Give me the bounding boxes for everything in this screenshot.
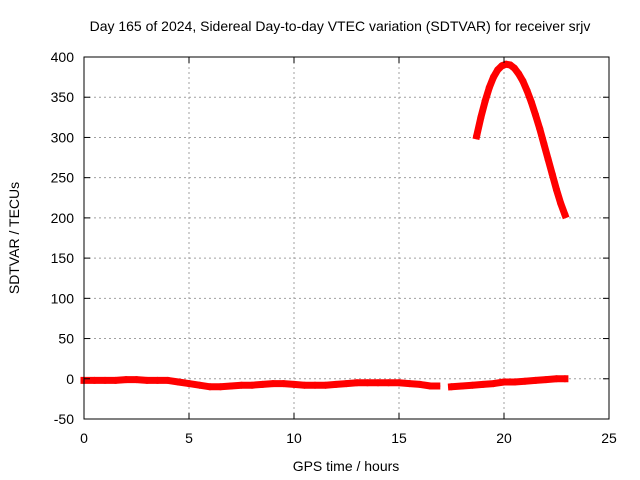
data-point [196, 381, 203, 389]
data-point [532, 376, 539, 384]
plot-frame [83, 56, 610, 420]
data-point [561, 375, 569, 383]
y-tick-label: 150 [51, 250, 75, 266]
data-point [490, 380, 497, 388]
data-point [322, 381, 329, 389]
data-point [485, 84, 493, 92]
data-point [374, 379, 382, 387]
x-axis-label: GPS time / hours [293, 458, 400, 474]
data-point [164, 376, 172, 384]
data-point [490, 73, 497, 81]
grid [84, 57, 609, 419]
series-line-3 [472, 60, 570, 220]
data-point [112, 376, 119, 384]
data-point [175, 378, 182, 386]
data-point [561, 211, 569, 219]
data-point [206, 383, 214, 391]
data-point [427, 382, 434, 390]
data-point [227, 382, 235, 390]
data-point [553, 375, 560, 383]
y-tick-label: 100 [51, 290, 75, 306]
y-tick-label: 350 [51, 89, 75, 105]
y-tick-label: 0 [66, 371, 74, 387]
data-point [217, 383, 224, 391]
data-point [332, 380, 340, 388]
data-point [364, 379, 371, 387]
data-point [280, 380, 287, 388]
chart-title: Day 165 of 2024, Sidereal Day-to-day VTE… [90, 18, 591, 34]
series-layer [80, 60, 570, 391]
y-tick-label: 300 [51, 129, 75, 145]
data-point [259, 380, 266, 388]
data-point [416, 380, 424, 388]
data-point [248, 381, 256, 389]
data-point [548, 170, 556, 178]
data-point [301, 381, 308, 389]
ticks: 0 5 10 15 20 25 -50 0 50 100 150 200 250 300 350 400 [51, 49, 617, 446]
data-point [515, 70, 523, 78]
data-point [385, 379, 392, 387]
data-point [557, 199, 565, 207]
data-point [433, 382, 441, 390]
data-point [540, 140, 548, 148]
data-point [536, 125, 544, 133]
y-axis-label: SDTVAR / TECUs [6, 182, 22, 294]
y-tick-label: 400 [51, 49, 75, 65]
data-point [154, 376, 161, 384]
y-tick-label: 250 [51, 170, 75, 186]
data-point [542, 376, 550, 384]
data-point [143, 376, 151, 384]
data-point [269, 380, 277, 388]
data-point [500, 378, 508, 386]
data-point [91, 376, 98, 384]
data-point [133, 376, 140, 384]
data-point [122, 376, 130, 384]
x-tick-label: 15 [391, 430, 407, 446]
data-point [311, 381, 319, 389]
data-point [395, 379, 403, 387]
data-point [511, 64, 518, 72]
data-point [343, 380, 350, 388]
data-point [511, 378, 518, 386]
data-point [406, 380, 413, 388]
data-point [101, 376, 109, 384]
data-point [469, 381, 476, 389]
data-point [544, 155, 552, 163]
data-point [521, 377, 529, 385]
data-point [238, 381, 245, 389]
x-tick-label: 20 [496, 430, 512, 446]
data-point [448, 383, 455, 391]
x-tick-label: 5 [185, 430, 193, 446]
data-point [290, 380, 298, 388]
data-point [553, 186, 560, 194]
y-tick-label: 200 [51, 210, 75, 226]
data-point [519, 77, 527, 85]
data-point [527, 98, 535, 106]
x-tick-label: 0 [80, 430, 88, 446]
y-tick-label: 50 [58, 331, 74, 347]
data-point [481, 97, 489, 105]
data-point [473, 132, 481, 140]
x-tick-label: 10 [286, 430, 302, 446]
data-point [185, 380, 193, 388]
data-point [479, 380, 487, 388]
y-tick-label: -50 [54, 411, 74, 427]
data-point [458, 382, 466, 390]
data-point [353, 379, 361, 387]
data-point [477, 113, 485, 121]
x-tick-label: 25 [601, 430, 617, 446]
data-point [523, 87, 531, 95]
data-point [532, 111, 539, 119]
